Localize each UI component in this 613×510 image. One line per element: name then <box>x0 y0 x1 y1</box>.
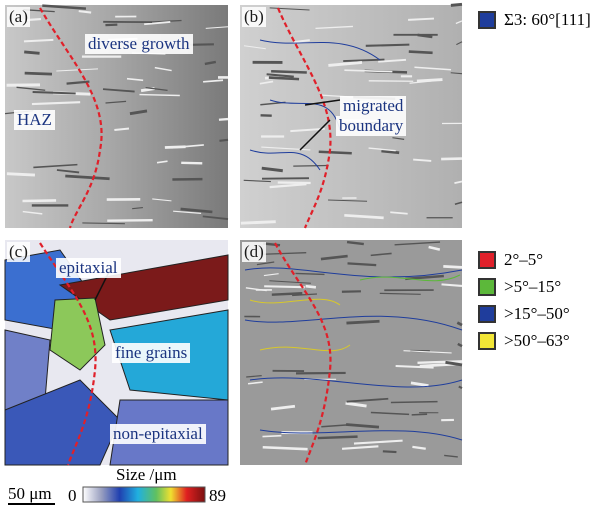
annotation: non-epitaxial <box>110 424 206 444</box>
legend-item: Σ3: 60°[111] <box>478 10 591 30</box>
panel-label: (b) <box>242 7 266 27</box>
annotation: epitaxial <box>56 258 121 278</box>
texture-streak <box>107 220 152 221</box>
colorbar-title: Size /μm <box>116 465 177 485</box>
texture-streak <box>383 451 397 452</box>
legend-item: 2°–5° <box>478 250 543 270</box>
texture-streak <box>346 321 379 323</box>
texture-streak <box>451 4 462 5</box>
texture-streak <box>24 52 39 53</box>
texture-streak <box>459 387 462 388</box>
panel-label: (a) <box>7 7 30 27</box>
texture-streak <box>319 152 352 154</box>
annotation: HAZ <box>14 110 55 130</box>
figure: (a) (b) (c) (d) diverse growth HAZ migra… <box>0 0 613 510</box>
texture-streak <box>105 25 117 26</box>
texture-streak <box>408 19 434 20</box>
legend-label: >5°–15° <box>504 277 561 297</box>
annotation: boundary <box>336 116 406 136</box>
texture-streak <box>219 140 228 141</box>
texture-streak <box>441 159 462 160</box>
texture-streak <box>443 266 462 267</box>
annotation: migrated <box>340 96 406 116</box>
texture-streak <box>25 73 52 74</box>
texture-streak <box>366 45 410 46</box>
texture-streak <box>262 436 281 437</box>
texture-streak <box>272 293 302 294</box>
texture-streak <box>181 163 202 164</box>
texture-streak <box>295 273 324 274</box>
legend-item: >15°–50° <box>478 304 570 324</box>
texture-streak <box>412 414 427 415</box>
texture-streak <box>219 119 228 120</box>
panel-label: (c) <box>7 242 30 262</box>
colorbar-min: 0 <box>68 486 77 506</box>
texture-streak <box>79 11 91 12</box>
legend-label: Σ3: 60°[111] <box>504 10 591 30</box>
texture-streak <box>139 95 179 96</box>
legend-item: >5°–15° <box>478 277 561 297</box>
texture-streak <box>23 200 57 201</box>
legend-swatch <box>478 305 496 323</box>
texture-streak <box>318 437 358 438</box>
annotation: diverse growth <box>85 34 193 54</box>
texture-streak <box>7 174 35 175</box>
texture-streak <box>306 286 316 287</box>
texture-streak <box>241 222 276 224</box>
texture-streak <box>269 78 299 80</box>
texture-streak <box>82 223 125 224</box>
panel-label: (d) <box>242 242 266 262</box>
texture-streak <box>293 165 328 166</box>
texture-streak <box>33 92 76 93</box>
texture-streak <box>391 402 438 403</box>
legend-swatch <box>478 251 496 269</box>
legend-swatch <box>478 11 496 29</box>
texture-streak <box>262 178 309 179</box>
texture-streak <box>264 286 305 287</box>
legend-label: 2°–5° <box>504 250 543 270</box>
legend-swatch <box>478 332 496 350</box>
annotation: fine grains <box>112 343 190 363</box>
legend-item: >50°–63° <box>478 331 570 351</box>
texture-streak <box>165 147 186 148</box>
legend-swatch <box>478 278 496 296</box>
colorbar <box>83 487 205 502</box>
legend-label: >50°–63° <box>504 331 570 351</box>
texture-streak <box>271 71 307 72</box>
texture-streak <box>278 183 311 184</box>
scale-bar-label: 50 μm <box>8 484 52 504</box>
texture-streak <box>409 52 433 53</box>
texture-streak <box>381 151 399 153</box>
legend-label: >15°–50° <box>504 304 570 324</box>
colorbar-max: 89 <box>209 486 226 506</box>
